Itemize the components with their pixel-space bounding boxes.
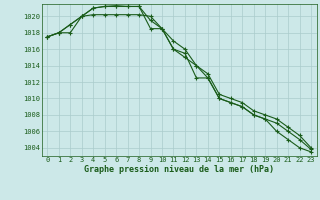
X-axis label: Graphe pression niveau de la mer (hPa): Graphe pression niveau de la mer (hPa) [84, 165, 274, 174]
